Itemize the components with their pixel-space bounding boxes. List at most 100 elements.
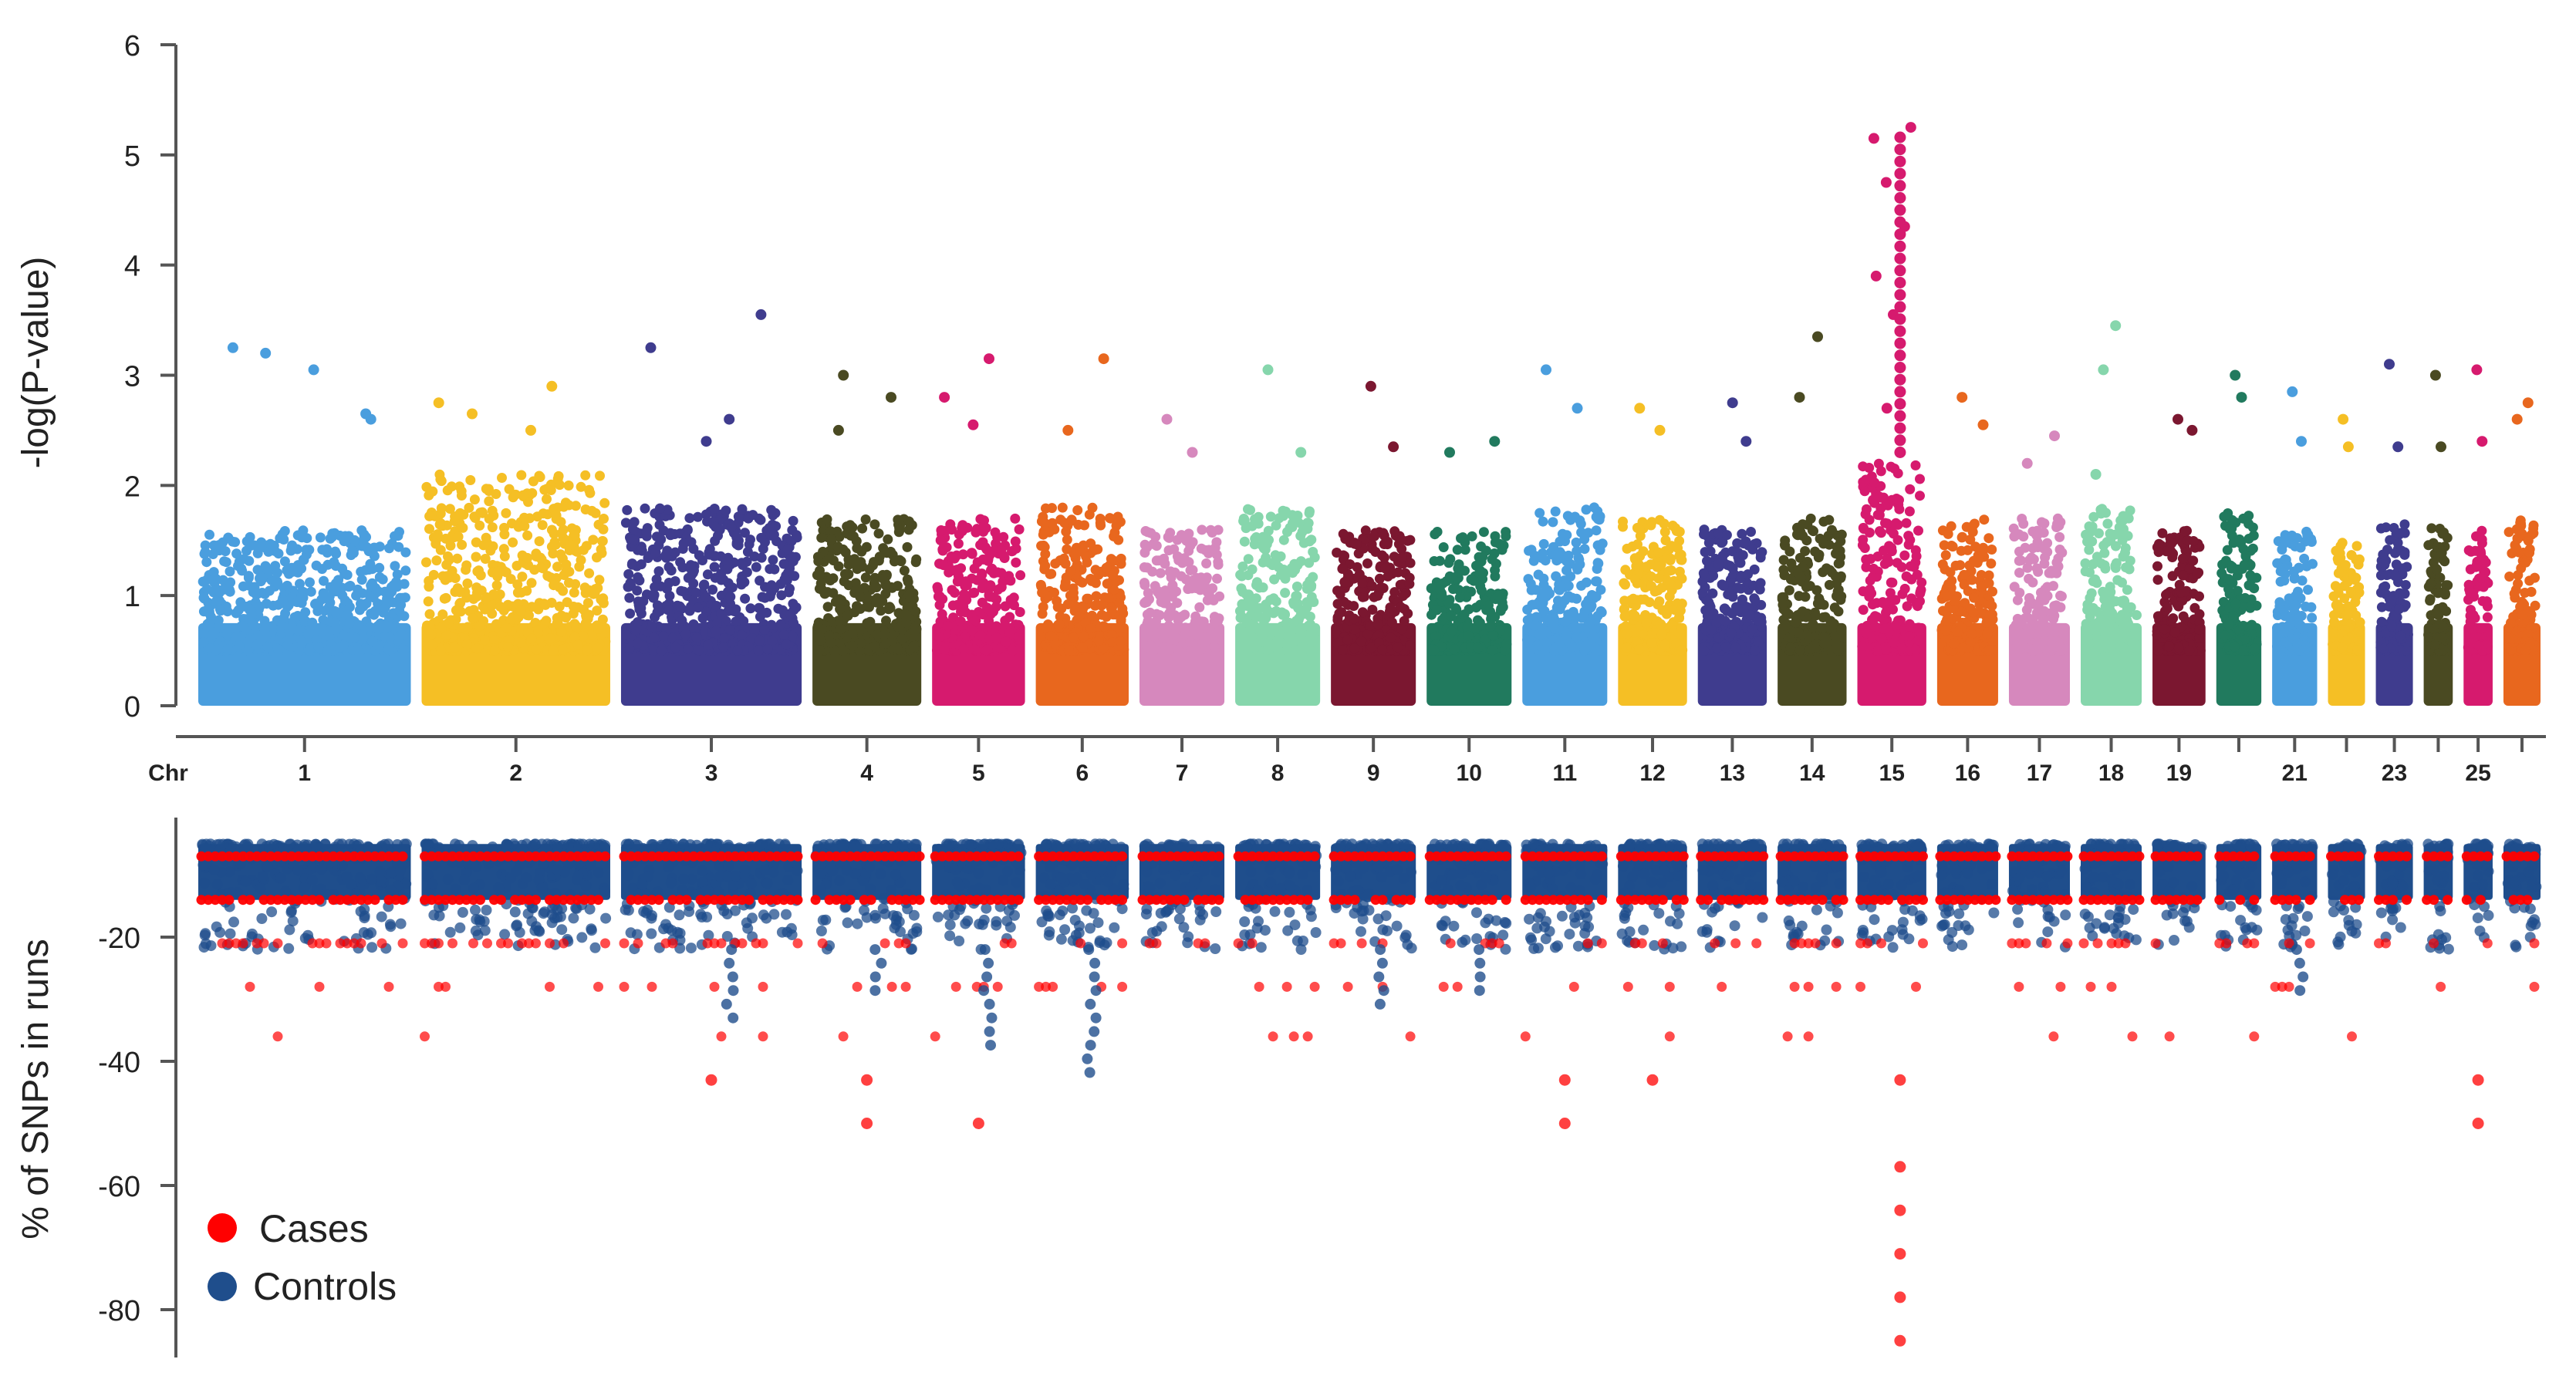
- manhattan-point: [1103, 592, 1114, 603]
- manhattan-point: [516, 470, 527, 481]
- manhattan-point: [469, 494, 480, 505]
- manhattan-point: [1732, 582, 1743, 593]
- manhattan-point: [551, 510, 562, 521]
- manhattan-point: [871, 582, 882, 592]
- manhattan-point: [984, 615, 994, 626]
- manhattan-point: [512, 587, 523, 598]
- manhattan-point: [625, 642, 635, 653]
- manhattan-point: [580, 588, 591, 599]
- manhattan-point: [1563, 581, 1574, 592]
- manhattan-point: [2032, 529, 2043, 540]
- manhattan-point: [738, 560, 748, 570]
- manhattan-point: [424, 609, 435, 619]
- manhattan-point: [270, 561, 281, 572]
- manhattan-point: [829, 646, 839, 656]
- manhattan-point: [776, 590, 787, 601]
- manhattan-point: [1474, 565, 1485, 575]
- manhattan-point: [1501, 531, 1511, 541]
- manhattan-point: [1703, 538, 1714, 548]
- manhattan-point: [564, 578, 574, 588]
- manhattan-point: [1404, 578, 1415, 589]
- manhattan-point: [768, 529, 779, 540]
- manhattan-point: [545, 633, 555, 644]
- manhattan-point: [530, 618, 541, 628]
- manhattan-point: [1540, 645, 1551, 656]
- manhattan-point: [1208, 642, 1219, 653]
- manhattan-point: [1309, 552, 1320, 563]
- manhattan-point: [1808, 619, 1818, 629]
- manhattan-point: [1010, 513, 1021, 524]
- manhattan-point: [633, 617, 643, 628]
- manhattan-point: [563, 481, 574, 491]
- manhattan-point: [1733, 605, 1744, 615]
- manhattan-point: [1282, 527, 1292, 538]
- manhattan-point: [1869, 563, 1879, 574]
- manhattan-point: [1753, 636, 1764, 647]
- manhattan-point: [512, 579, 523, 590]
- manhattan-point: [703, 639, 714, 650]
- manhattan-point: [1200, 545, 1211, 555]
- manhattan-point: [1663, 565, 1674, 576]
- manhattan-point: [1657, 605, 1668, 615]
- manhattan-point: [855, 592, 866, 602]
- manhattan-point: [1629, 610, 1640, 621]
- manhattan-point: [1385, 602, 1396, 613]
- manhattan-point: [1833, 606, 1844, 617]
- manhattan-point: [1969, 592, 1980, 603]
- manhattan-point: [1087, 610, 1098, 621]
- manhattan-point: [1750, 595, 1761, 605]
- manhattan-point: [282, 580, 292, 591]
- manhattan-point: [1258, 543, 1269, 554]
- manhattan-point: [1279, 509, 1290, 520]
- manhattan-point: [1201, 558, 1212, 568]
- manhattan-point: [969, 587, 980, 598]
- manhattan-point: [1830, 638, 1841, 648]
- manhattan-peak-point: [1572, 403, 1583, 414]
- manhattan-point: [1431, 605, 1442, 615]
- manhattan-point: [1572, 593, 1582, 604]
- manhattan-point: [1801, 582, 1811, 592]
- manhattan-point: [1357, 578, 1368, 589]
- manhattan-point: [629, 517, 640, 528]
- manhattan-point: [1159, 553, 1170, 564]
- manhattan-point: [733, 540, 744, 551]
- manhattan-point: [2048, 607, 2058, 618]
- manhattan-point: [1085, 623, 1096, 633]
- manhattan-point: [1008, 645, 1018, 656]
- manhattan-point: [1747, 623, 1758, 634]
- manhattan-point: [502, 599, 513, 610]
- manhattan-point: [934, 632, 945, 642]
- manhattan-point: [1904, 631, 1915, 642]
- manhattan-point: [740, 593, 751, 604]
- manhattan-point: [690, 588, 701, 598]
- manhattan-point: [1676, 629, 1686, 639]
- manhattan-peak-point: [1295, 447, 1307, 458]
- manhattan-chr-14-points: [1777, 331, 1847, 706]
- manhattan-point: [1244, 589, 1254, 600]
- manhattan-point: [745, 535, 755, 545]
- manhattan-point: [1449, 644, 1460, 655]
- manhattan-peak-point: [832, 424, 844, 436]
- manhattan-point: [1654, 596, 1665, 607]
- manhattan-point: [1338, 550, 1349, 561]
- manhattan-point: [822, 587, 833, 598]
- manhattan-point: [361, 541, 372, 552]
- manhattan-point: [737, 629, 748, 640]
- manhattan-point: [594, 575, 605, 585]
- manhattan-point: [2120, 543, 2131, 554]
- manhattan-point: [1288, 636, 1299, 646]
- manhattan-point: [1405, 558, 1416, 568]
- manhattan-point: [778, 558, 789, 569]
- manhattan-point: [1634, 644, 1645, 655]
- manhattan-point: [1660, 535, 1671, 545]
- manhattan-peak-point: [1161, 413, 1173, 425]
- manhattan-point: [339, 536, 349, 547]
- manhattan-point: [1112, 511, 1123, 522]
- manhattan-point: [1372, 619, 1383, 629]
- manhattan-point: [782, 639, 792, 650]
- manhattan-point: [1443, 558, 1454, 568]
- manhattan-point: [636, 541, 647, 552]
- manhattan-point: [860, 572, 871, 583]
- manhattan-point: [1170, 632, 1181, 643]
- manhattan-point: [267, 621, 278, 632]
